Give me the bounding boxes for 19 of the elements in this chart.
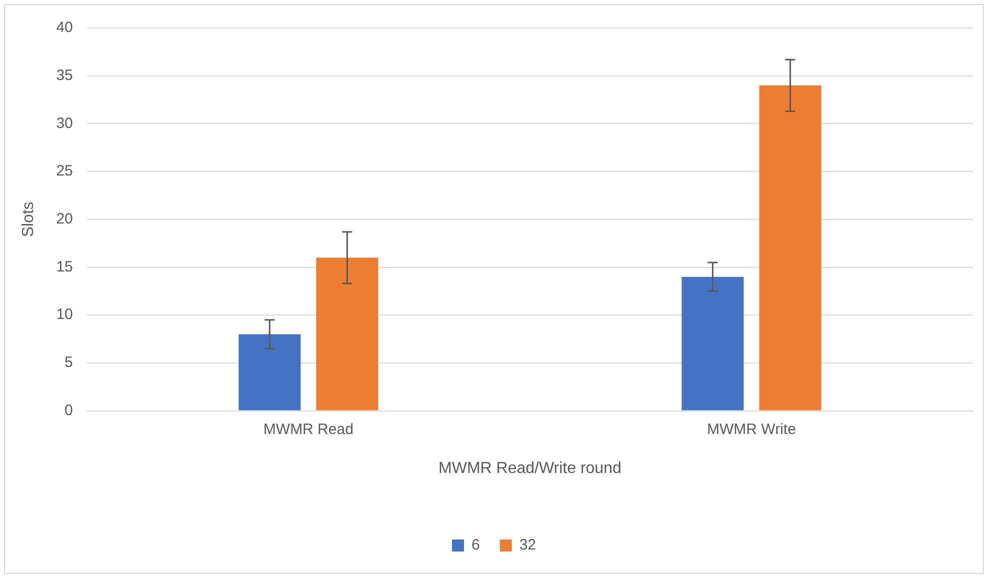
x-tick-label: MWMR Read	[263, 420, 354, 438]
y-tick-label: 5	[64, 354, 73, 372]
x-tick-label: MWMR Write	[707, 420, 796, 438]
y-tick-label: 40	[56, 19, 73, 36]
y-tick-label: 15	[56, 258, 73, 276]
bar	[238, 334, 301, 410]
x-axis-title: MWMR Read/Write round	[438, 460, 622, 477]
y-axis-title: Slots	[20, 202, 38, 238]
y-tick-label: 0	[64, 402, 73, 419]
bar	[682, 276, 744, 410]
y-tick-label: 20	[56, 210, 73, 228]
y-tick-label: 10	[56, 306, 73, 324]
y-tick-label: 35	[56, 66, 73, 84]
legend-label: 6	[471, 536, 480, 554]
bar	[316, 258, 378, 410]
bar	[759, 85, 822, 410]
y-tick-label: 30	[56, 114, 73, 132]
legend-label: 32	[519, 536, 536, 554]
y-tick-label: 25	[56, 162, 73, 180]
